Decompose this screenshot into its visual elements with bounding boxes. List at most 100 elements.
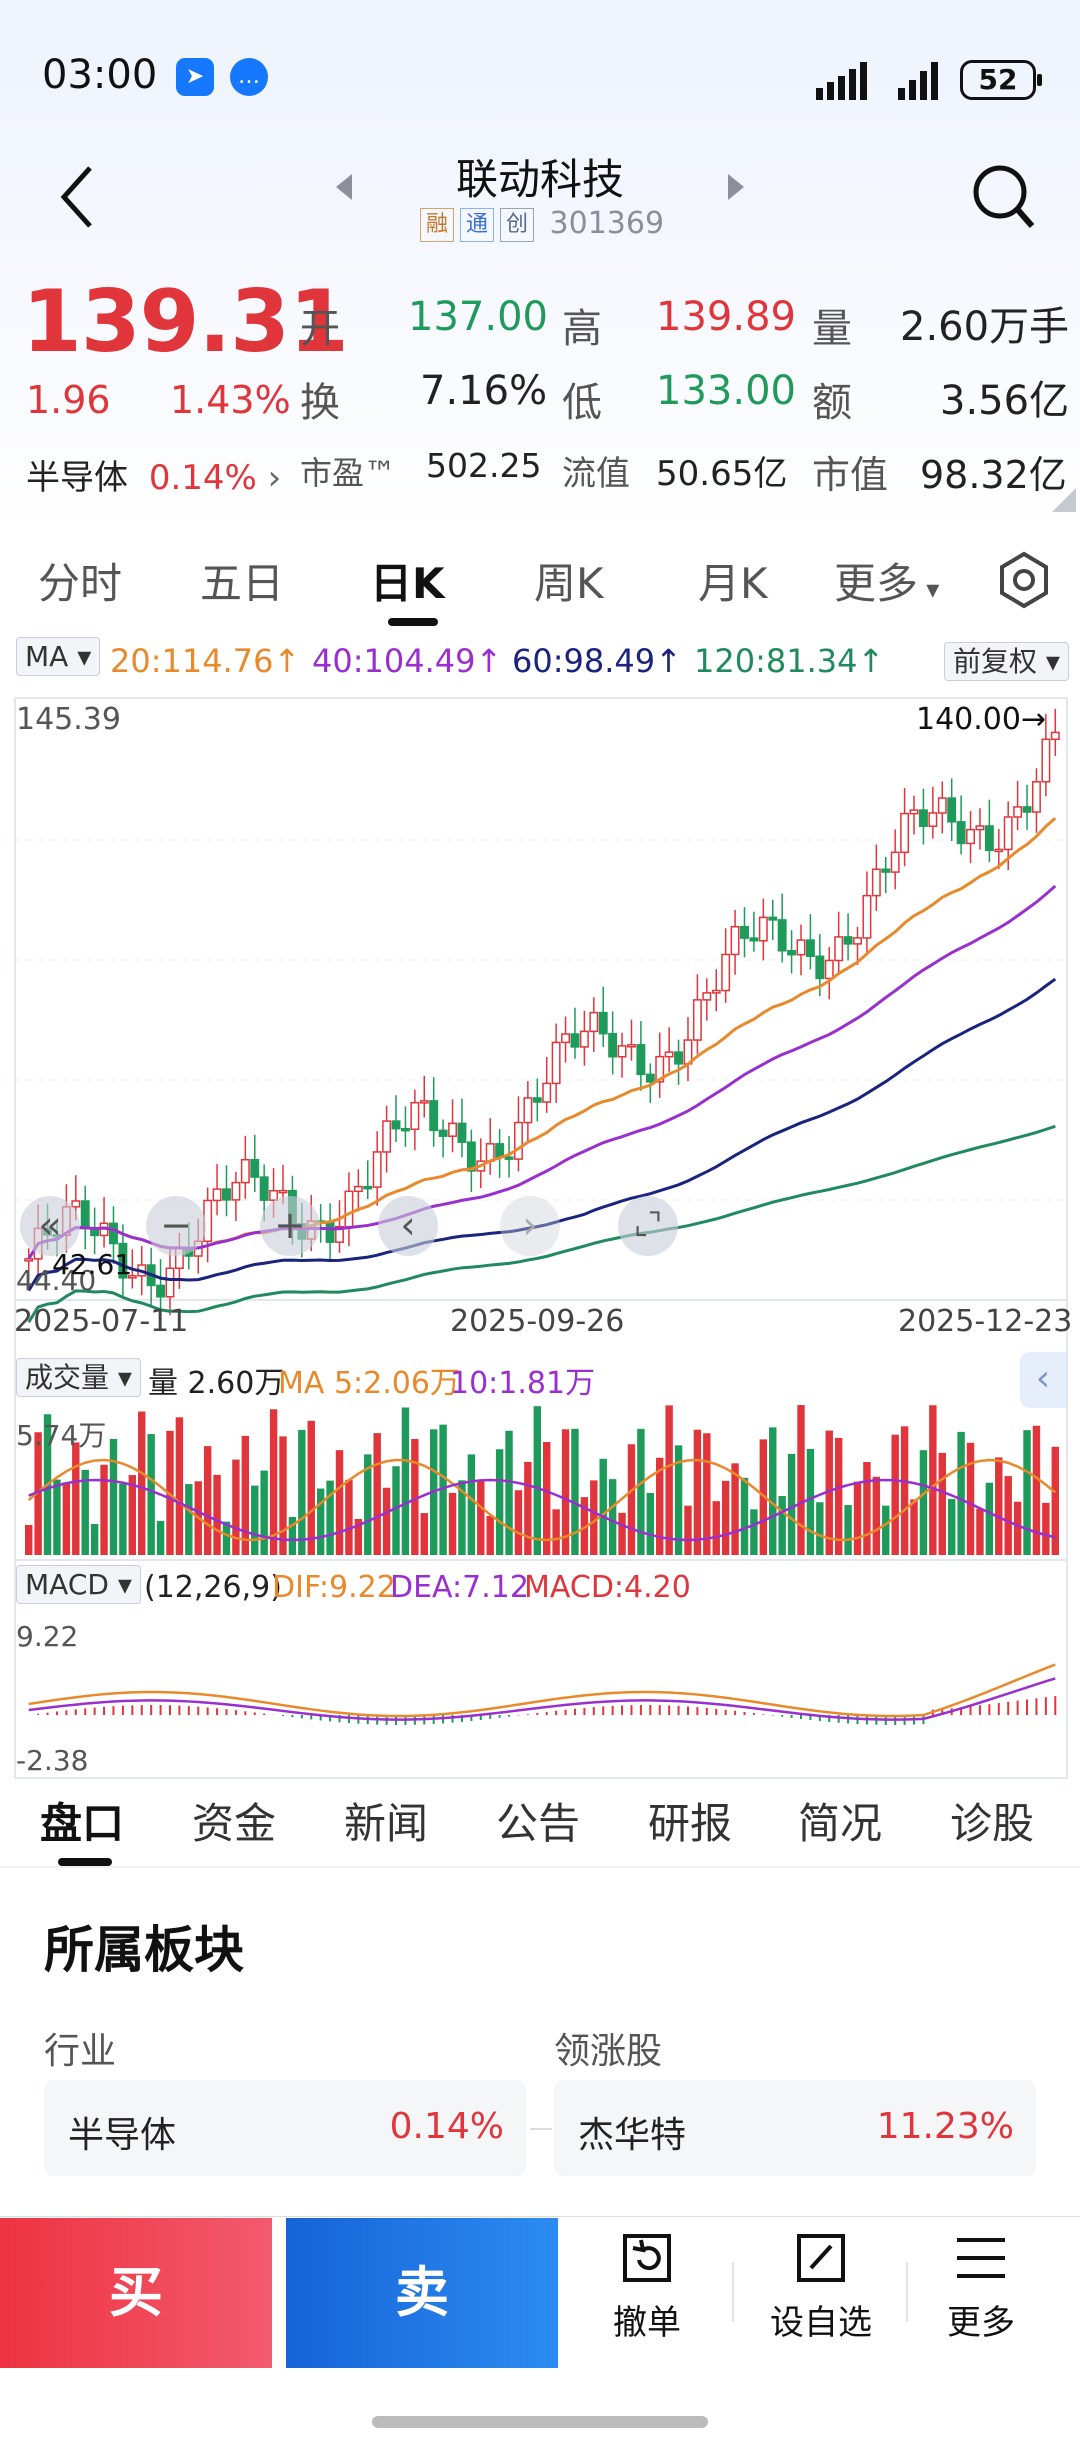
macd-bar [347, 1715, 350, 1724]
volume-bar [552, 1509, 560, 1555]
tab-order-book[interactable]: 盘口 [40, 1799, 125, 1848]
candle-body [834, 936, 844, 962]
volume-bar [787, 1453, 796, 1555]
prev-stock-icon[interactable] [334, 172, 354, 202]
candle-body [118, 1242, 128, 1279]
ma20-line [27, 817, 1057, 1260]
macd-dif-line [28, 1663, 1056, 1718]
amount-value: 3.56亿 [940, 378, 1070, 424]
sector-link[interactable]: 半导体 0.14% › [26, 450, 281, 499]
volume-bar [599, 1458, 607, 1555]
app-notification-icon: ➤ [176, 58, 214, 96]
macd-bar [715, 1708, 718, 1715]
macd-bar [828, 1715, 831, 1722]
volume-bar [853, 1481, 862, 1555]
chinext-tag: 创 [500, 207, 534, 242]
tab-intraday[interactable]: 分时 [38, 559, 123, 608]
volume-bar [882, 1505, 890, 1555]
candle-body [711, 989, 721, 994]
scroll-right-icon[interactable]: › [500, 1196, 560, 1256]
tab-more[interactable]: 更多 ▾ [834, 550, 939, 611]
float-cap-label: 流值 [562, 454, 630, 494]
candle-body [636, 1044, 646, 1076]
macd-params: (12,26,9) [144, 1570, 282, 1605]
tab-announcements[interactable]: 公告 [496, 1799, 581, 1848]
home-indicator[interactable] [372, 2416, 708, 2428]
volume-indicator-label: 成交量 [25, 1361, 110, 1394]
margin-tag: 融 [420, 207, 454, 242]
high-value: 139.89 [656, 294, 796, 340]
candle-body [400, 1127, 410, 1132]
volume-bar [966, 1442, 975, 1555]
card-connector [530, 2128, 552, 2130]
scroll-left-icon[interactable]: ‹ [378, 1196, 438, 1256]
cancel-order-button[interactable]: 撤单 [572, 2230, 722, 2344]
volume-bar [316, 1488, 325, 1555]
settings-icon[interactable] [994, 550, 1054, 610]
collapse-panel-icon[interactable]: ‹ [1020, 1352, 1066, 1408]
volume-bar [543, 1441, 551, 1555]
buy-button[interactable]: 买 [0, 2218, 272, 2368]
volume-dropdown[interactable]: 成交量 ▾ [16, 1358, 141, 1397]
tab-monthly-k[interactable]: 月K [698, 559, 768, 608]
tab-news[interactable]: 新闻 [344, 1799, 429, 1848]
macd-bar [611, 1705, 614, 1715]
tab-research[interactable]: 研报 [648, 1799, 733, 1848]
search-icon[interactable] [968, 160, 1038, 234]
chat-notification-icon: … [230, 58, 268, 96]
ma-dropdown[interactable]: MA ▾ [16, 637, 101, 676]
tab-five-day[interactable]: 五日 [200, 559, 285, 608]
next-stock-icon[interactable] [726, 172, 746, 202]
connect-tag: 通 [460, 207, 494, 242]
candle-body [495, 1143, 505, 1158]
price-change: 1.96 [26, 378, 111, 422]
fullscreen-icon[interactable]: ⌞⌝ [618, 1196, 678, 1256]
candle-body [457, 1122, 467, 1143]
macd-bar [639, 1705, 642, 1715]
volume-axis-top: 5.74万 [16, 1419, 107, 1452]
industry-card[interactable]: 半导体 0.14% [44, 2080, 526, 2176]
candle-body [250, 1158, 260, 1178]
candle-body [127, 1275, 137, 1279]
adjust-selector[interactable]: 前复权 ▾ [944, 640, 1069, 681]
volume-selector[interactable]: 成交量 ▾ [16, 1356, 141, 1397]
rewind-icon[interactable]: « [20, 1196, 80, 1256]
candle-body [617, 1045, 627, 1058]
zoom-out-icon[interactable]: − [146, 1196, 206, 1256]
leader-card[interactable]: 杰华特 11.23% [554, 2080, 1036, 2176]
volume-bar [825, 1430, 833, 1555]
tab-diagnosis[interactable]: 诊股 [950, 1799, 1035, 1848]
macd-axis-top: 9.22 [16, 1620, 79, 1653]
ma40-line [27, 884, 1057, 1260]
back-arrow-icon[interactable] [56, 162, 96, 232]
volume-bar [467, 1454, 476, 1555]
macd-bar [583, 1707, 586, 1715]
zoom-in-icon[interactable]: + [260, 1196, 320, 1256]
candle-body [504, 1156, 514, 1160]
expand-corner-icon[interactable] [1052, 488, 1076, 512]
volume-bar [797, 1405, 805, 1555]
adjust-dropdown[interactable]: 前复权 ▾ [944, 642, 1069, 681]
tab-daily-k[interactable]: 日K [370, 559, 445, 608]
more-button[interactable]: 更多 [906, 2230, 1056, 2344]
macd-bar [84, 1708, 87, 1715]
tab-funds[interactable]: 资金 [192, 1799, 277, 1848]
macd-bar [121, 1705, 124, 1715]
stock-code: 301369 [549, 206, 665, 241]
volume-ma10: 10:1.81万 [450, 1366, 596, 1401]
last-price: 139.31 [22, 272, 349, 372]
ma-selector[interactable]: MA ▾ [16, 637, 101, 676]
tab-weekly-k[interactable]: 周K [534, 559, 604, 608]
macd-dropdown[interactable]: MACD ▾ [16, 1565, 141, 1604]
add-watchlist-button[interactable]: 设自选 [746, 2230, 896, 2344]
candle-body [410, 1101, 420, 1130]
action-divider-2 [906, 2262, 908, 2322]
macd-bar [55, 1711, 58, 1715]
volume-bar [458, 1480, 466, 1555]
volume-bar [891, 1434, 899, 1555]
macd-bar [1035, 1698, 1038, 1715]
tab-profile[interactable]: 简况 [798, 1799, 883, 1848]
sell-button[interactable]: 卖 [286, 2218, 558, 2368]
tab-more-label: 更多 [834, 559, 919, 608]
macd-selector[interactable]: MACD ▾ [16, 1565, 141, 1604]
